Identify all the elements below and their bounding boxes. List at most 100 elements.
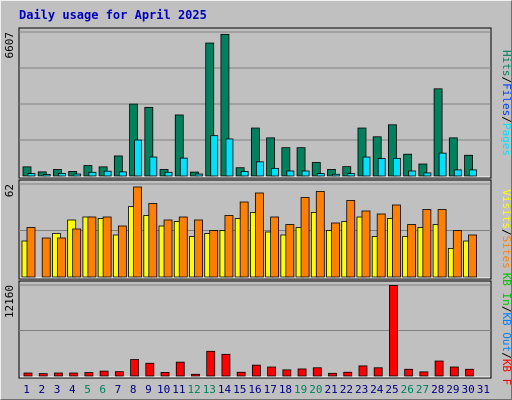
legend-item: KB F xyxy=(500,359,512,386)
hits-bar xyxy=(433,88,443,177)
pages-bar xyxy=(27,173,36,177)
x-day-label: 19 xyxy=(294,383,307,396)
x-day-label: 16 xyxy=(248,383,261,396)
hits-bar xyxy=(281,147,291,177)
kb-bar xyxy=(343,371,353,377)
x-day-label: 26 xyxy=(401,383,414,396)
x-day-label: 29 xyxy=(446,383,459,396)
hits-bar xyxy=(357,127,367,177)
legend-item: Hits xyxy=(500,50,512,77)
x-day-label: 10 xyxy=(157,383,170,396)
pages-bar xyxy=(316,173,325,177)
sites-bar xyxy=(117,225,127,278)
pages-bar xyxy=(255,161,264,177)
chart-title: Daily usage for April 2025 xyxy=(19,8,207,22)
sites-bar xyxy=(41,237,51,278)
kb-bar xyxy=(130,359,139,377)
kb-bar xyxy=(99,370,109,377)
sites-bar xyxy=(315,191,325,278)
hits-bar xyxy=(113,155,123,177)
hits-bar xyxy=(464,154,473,177)
legend-item: Pages xyxy=(500,123,512,156)
kb-bar xyxy=(358,365,368,377)
kb-bar xyxy=(84,372,94,377)
sites-bar xyxy=(194,219,203,278)
hits-bar xyxy=(372,136,382,177)
x-day-label: 27 xyxy=(416,383,429,396)
hits-bar xyxy=(418,163,428,177)
x-day-label: 6 xyxy=(99,383,106,396)
kb-bar xyxy=(114,371,124,377)
hits-bar xyxy=(174,114,184,177)
y-max-label: 62 xyxy=(3,184,16,197)
pages-bar xyxy=(73,173,82,177)
sites-bar xyxy=(376,213,386,278)
kb-bar xyxy=(282,369,292,377)
pages-bar xyxy=(286,170,295,177)
pages-bar xyxy=(301,170,310,177)
sites-bar xyxy=(178,216,188,278)
x-day-label: 30 xyxy=(462,383,475,396)
sites-bar xyxy=(452,230,462,278)
kb-bar xyxy=(236,371,246,377)
x-day-label: 17 xyxy=(264,383,277,396)
kb-bar xyxy=(54,372,63,377)
x-day-label: 12 xyxy=(187,383,200,396)
hits-bar xyxy=(311,162,321,177)
pages-bar xyxy=(225,138,234,177)
sites-bar xyxy=(437,209,447,278)
kb-bar xyxy=(267,366,277,377)
legend-item: KB Out xyxy=(500,312,512,352)
legend-3: KB In/KB Out/KB F xyxy=(500,273,512,386)
x-day-label: 15 xyxy=(233,383,246,396)
legend-item: KB In xyxy=(500,273,512,306)
kb-bar xyxy=(389,285,398,377)
kb-bar xyxy=(206,350,216,377)
x-day-label: 1 xyxy=(23,383,30,396)
kb-bar xyxy=(404,368,414,377)
legend-2: Visits/Sites xyxy=(500,189,512,269)
x-day-label: 28 xyxy=(431,383,444,396)
legend-item: Files xyxy=(500,83,512,116)
pages-bar xyxy=(347,173,356,177)
legend-separator: / xyxy=(500,116,512,123)
pages-bar xyxy=(377,158,386,177)
sites-bar xyxy=(209,230,219,278)
x-day-label: 7 xyxy=(115,383,122,396)
kb-bar xyxy=(160,372,170,377)
kb-bar xyxy=(191,373,200,377)
x-day-label: 25 xyxy=(385,383,398,396)
sites-bar xyxy=(331,222,340,278)
sites-bar xyxy=(57,237,66,278)
x-day-label: 11 xyxy=(172,383,185,396)
x-day-label: 18 xyxy=(279,383,292,396)
x-day-label: 4 xyxy=(69,383,76,396)
pages-bar xyxy=(240,171,249,177)
x-day-label: 2 xyxy=(39,383,46,396)
kb-bar xyxy=(145,362,155,377)
legend-1: Hits/Files/Pages xyxy=(500,50,512,156)
x-day-label: 8 xyxy=(130,383,137,396)
kb-bar xyxy=(69,372,79,377)
pages-bar xyxy=(393,157,401,177)
pages-bar xyxy=(179,157,188,177)
legend-separator: / xyxy=(500,229,512,236)
sites-bar xyxy=(163,219,173,278)
pages-bar xyxy=(469,169,477,177)
pages-bar xyxy=(332,173,340,177)
kb-bar xyxy=(312,367,322,377)
kb-bar xyxy=(419,371,429,377)
x-day-label: 13 xyxy=(203,383,216,396)
x-day-label: 31 xyxy=(477,383,490,396)
hits-bar xyxy=(342,166,352,177)
y-max-label: 12160 xyxy=(3,285,16,318)
sites-bar xyxy=(422,209,432,278)
sites-bar xyxy=(361,210,371,278)
pages-bar xyxy=(149,156,158,177)
hits-bar xyxy=(83,165,93,177)
pages-bar xyxy=(88,171,97,177)
hits-bar xyxy=(388,124,397,177)
x-day-label: 5 xyxy=(84,383,91,396)
sites-bar xyxy=(407,224,417,278)
sites-bar xyxy=(468,234,477,278)
